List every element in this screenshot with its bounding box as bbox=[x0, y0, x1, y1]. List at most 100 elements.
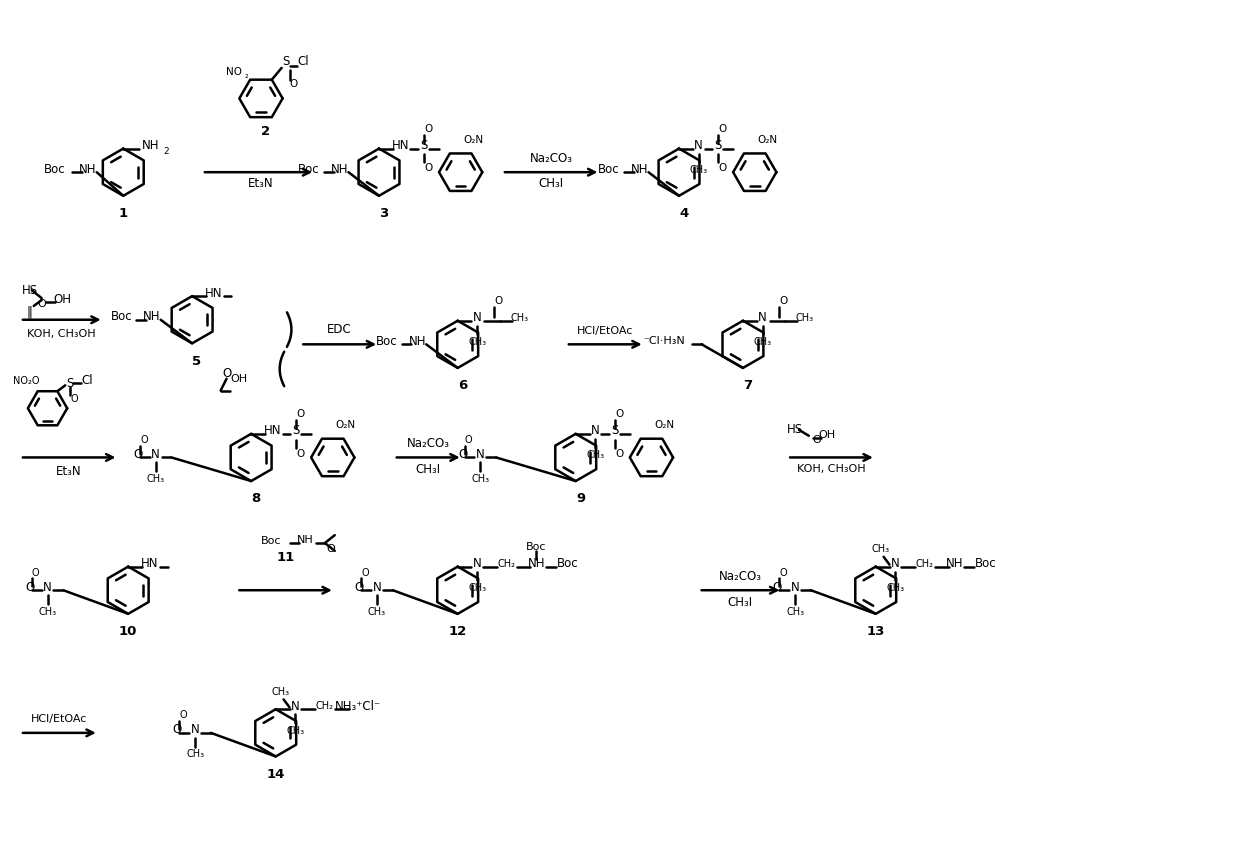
Text: CH₂: CH₂ bbox=[916, 559, 934, 569]
Text: O: O bbox=[32, 567, 40, 577]
Text: NH: NH bbox=[528, 557, 546, 570]
Text: O: O bbox=[180, 710, 187, 720]
Text: 1: 1 bbox=[119, 207, 128, 220]
Text: Cl: Cl bbox=[298, 55, 309, 69]
Text: HCl/EtOAc: HCl/EtOAc bbox=[577, 326, 634, 336]
Text: N: N bbox=[476, 448, 485, 461]
Text: O: O bbox=[37, 299, 46, 309]
Text: 4: 4 bbox=[680, 207, 688, 220]
Text: CH₃: CH₃ bbox=[786, 607, 805, 616]
Text: Boc: Boc bbox=[975, 557, 997, 570]
Text: Boc: Boc bbox=[526, 542, 547, 552]
Text: O: O bbox=[25, 581, 35, 594]
Text: HS: HS bbox=[787, 423, 804, 437]
Text: Boc: Boc bbox=[43, 163, 66, 176]
Text: Na₂CO₃: Na₂CO₃ bbox=[407, 438, 450, 450]
Text: HN: HN bbox=[392, 139, 409, 152]
Text: O₂N: O₂N bbox=[336, 420, 356, 430]
Text: CH₃: CH₃ bbox=[471, 474, 490, 484]
Text: O₂N: O₂N bbox=[655, 420, 675, 430]
Text: NH: NH bbox=[79, 163, 97, 176]
Text: CH₃: CH₃ bbox=[796, 313, 813, 323]
Text: 7: 7 bbox=[743, 379, 753, 392]
Text: NH: NH bbox=[331, 163, 348, 176]
Text: O: O bbox=[718, 124, 727, 134]
Text: O: O bbox=[615, 410, 624, 419]
Text: N: N bbox=[472, 557, 482, 570]
Text: O: O bbox=[779, 296, 787, 306]
Text: N: N bbox=[758, 311, 768, 324]
Text: 12: 12 bbox=[449, 625, 466, 638]
Text: CH₃: CH₃ bbox=[887, 583, 904, 594]
Text: CH₃: CH₃ bbox=[286, 726, 305, 736]
Text: O: O bbox=[361, 567, 370, 577]
Text: NO: NO bbox=[227, 67, 243, 77]
Text: S: S bbox=[293, 424, 300, 438]
Text: N: N bbox=[151, 448, 160, 461]
Text: N: N bbox=[373, 581, 382, 594]
Text: CH₃: CH₃ bbox=[38, 607, 57, 616]
Text: N: N bbox=[694, 139, 703, 152]
Text: NH: NH bbox=[143, 310, 160, 323]
Text: ⁻Cl·H₃N: ⁻Cl·H₃N bbox=[644, 337, 686, 346]
Text: CH₃: CH₃ bbox=[587, 450, 604, 460]
Text: EDC: EDC bbox=[327, 323, 352, 336]
Text: N: N bbox=[591, 424, 600, 438]
Text: CH₃: CH₃ bbox=[368, 607, 386, 616]
Text: CH₂: CH₂ bbox=[498, 559, 516, 569]
Text: OH: OH bbox=[231, 374, 248, 384]
Text: 8: 8 bbox=[252, 492, 260, 505]
Text: 2: 2 bbox=[262, 126, 270, 138]
Text: Na₂CO₃: Na₂CO₃ bbox=[718, 570, 761, 583]
Text: Boc: Boc bbox=[376, 335, 398, 348]
Text: N: N bbox=[791, 581, 800, 594]
Text: O: O bbox=[424, 124, 433, 134]
Text: 3: 3 bbox=[379, 207, 388, 220]
Text: Et₃N: Et₃N bbox=[248, 177, 274, 191]
Text: CH₃: CH₃ bbox=[872, 544, 890, 554]
Text: CH₃: CH₃ bbox=[689, 165, 708, 176]
Text: OH: OH bbox=[53, 293, 71, 305]
Text: O: O bbox=[458, 448, 467, 461]
Text: Boc: Boc bbox=[110, 310, 133, 323]
Text: S: S bbox=[67, 377, 74, 390]
Text: NH: NH bbox=[631, 163, 649, 176]
Text: HN: HN bbox=[264, 424, 281, 438]
Text: O: O bbox=[718, 164, 727, 173]
Text: Na₂CO₃: Na₂CO₃ bbox=[529, 152, 573, 165]
Text: O: O bbox=[222, 367, 231, 381]
Text: O: O bbox=[812, 435, 821, 444]
Text: CH₃: CH₃ bbox=[146, 474, 165, 484]
Text: O: O bbox=[296, 449, 305, 459]
Text: NH: NH bbox=[143, 139, 160, 152]
Text: O: O bbox=[780, 567, 787, 577]
Text: KOH, CH₃OH: KOH, CH₃OH bbox=[797, 464, 866, 474]
Text: KOH, CH₃OH: KOH, CH₃OH bbox=[27, 328, 95, 338]
Text: O: O bbox=[140, 435, 148, 444]
Text: O: O bbox=[289, 79, 298, 88]
Text: O₂N: O₂N bbox=[464, 135, 484, 145]
Text: O: O bbox=[773, 581, 782, 594]
Text: O: O bbox=[355, 581, 365, 594]
Text: O: O bbox=[134, 448, 143, 461]
Text: HS: HS bbox=[22, 284, 38, 297]
Text: N: N bbox=[43, 581, 52, 594]
Text: 14: 14 bbox=[267, 767, 285, 781]
Text: O₂N: O₂N bbox=[758, 135, 777, 145]
Text: N: N bbox=[191, 723, 200, 736]
Text: ‖: ‖ bbox=[27, 305, 32, 318]
Text: 5: 5 bbox=[192, 354, 202, 367]
Text: O: O bbox=[494, 296, 502, 306]
Text: N: N bbox=[291, 700, 300, 713]
Text: HN: HN bbox=[205, 287, 222, 299]
Text: O: O bbox=[424, 164, 433, 173]
Text: CH₃: CH₃ bbox=[469, 583, 486, 594]
Text: NH: NH bbox=[409, 335, 427, 348]
Text: S: S bbox=[420, 139, 428, 152]
Text: N: N bbox=[892, 557, 900, 570]
Text: CH₃: CH₃ bbox=[272, 687, 290, 696]
Text: Boc: Boc bbox=[557, 557, 579, 570]
Text: ₂: ₂ bbox=[244, 71, 248, 81]
Text: CH₃I: CH₃I bbox=[415, 463, 440, 476]
Text: 11: 11 bbox=[277, 551, 295, 564]
